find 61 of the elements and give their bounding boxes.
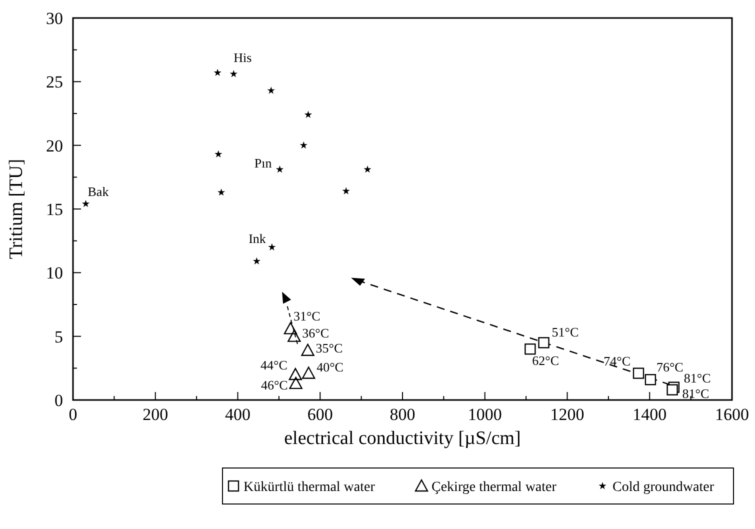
- annotation: 36°C: [302, 325, 330, 340]
- legend-label: Çekirge thermal water: [432, 480, 557, 495]
- annotation: 81°C: [682, 386, 710, 401]
- annotation: 31°C: [293, 308, 320, 324]
- point: [301, 344, 314, 356]
- x-tick-label: 600: [307, 405, 333, 424]
- x-axis-title: electrical conductivity [µS/cm]: [284, 428, 521, 449]
- point: [252, 257, 261, 264]
- annotation: Bak: [88, 184, 110, 199]
- x-tick-label: 1200: [550, 405, 584, 424]
- x-tick-label: 800: [390, 405, 416, 424]
- point: [302, 366, 316, 379]
- point: [214, 68, 222, 76]
- annotation: Ink: [248, 231, 266, 246]
- x-tick-label: 400: [225, 405, 250, 424]
- y-axis-title: Tritium [TU]: [6, 158, 27, 260]
- annotation: Pın: [254, 156, 272, 171]
- x-tick-label: 0: [68, 405, 78, 424]
- annotation: 81°C: [684, 370, 711, 386]
- annotation: His: [234, 50, 252, 66]
- point: [364, 166, 372, 173]
- point: [267, 86, 275, 94]
- y-tick-label: 0: [54, 390, 63, 410]
- y-tick-label: 15: [46, 200, 63, 219]
- point: [217, 188, 226, 196]
- annotation: 35°C: [316, 340, 343, 356]
- y-tick-label: 30: [46, 8, 63, 28]
- point: [632, 368, 644, 379]
- annotation: 46°C: [260, 377, 288, 392]
- point: [268, 243, 276, 250]
- point: [230, 70, 238, 78]
- y-tick-label: 10: [46, 264, 63, 283]
- point: [300, 141, 308, 149]
- annotation: 51°C: [552, 324, 579, 340]
- point: [666, 384, 678, 396]
- point: [304, 110, 312, 118]
- annotation: 74°C: [604, 353, 631, 368]
- point: [524, 343, 536, 355]
- x-tick-label: 1000: [468, 405, 502, 424]
- point: [342, 187, 350, 194]
- annotation: 40°C: [316, 359, 344, 374]
- legend-label: Cold groundwater: [612, 480, 714, 495]
- point: [284, 322, 298, 334]
- point: [288, 330, 301, 342]
- legend-label: Kükürtlü thermal water: [244, 480, 376, 495]
- y-tick-label: 5: [54, 327, 63, 346]
- x-tick-label: 200: [142, 405, 168, 424]
- point: [288, 368, 302, 380]
- y-tick-label: 25: [46, 72, 63, 92]
- point: [276, 166, 284, 173]
- x-tick-label: 1400: [632, 405, 667, 424]
- point: [538, 337, 550, 348]
- x-tick-label: 1600: [715, 405, 749, 424]
- annotation: 76°C: [656, 360, 684, 375]
- point: [289, 376, 302, 390]
- annotation: 62°C: [532, 353, 560, 368]
- point: [82, 200, 90, 208]
- point: [214, 150, 222, 158]
- point: [644, 374, 656, 386]
- y-tick-label: 20: [46, 136, 63, 156]
- annotation: 44°C: [260, 358, 288, 373]
